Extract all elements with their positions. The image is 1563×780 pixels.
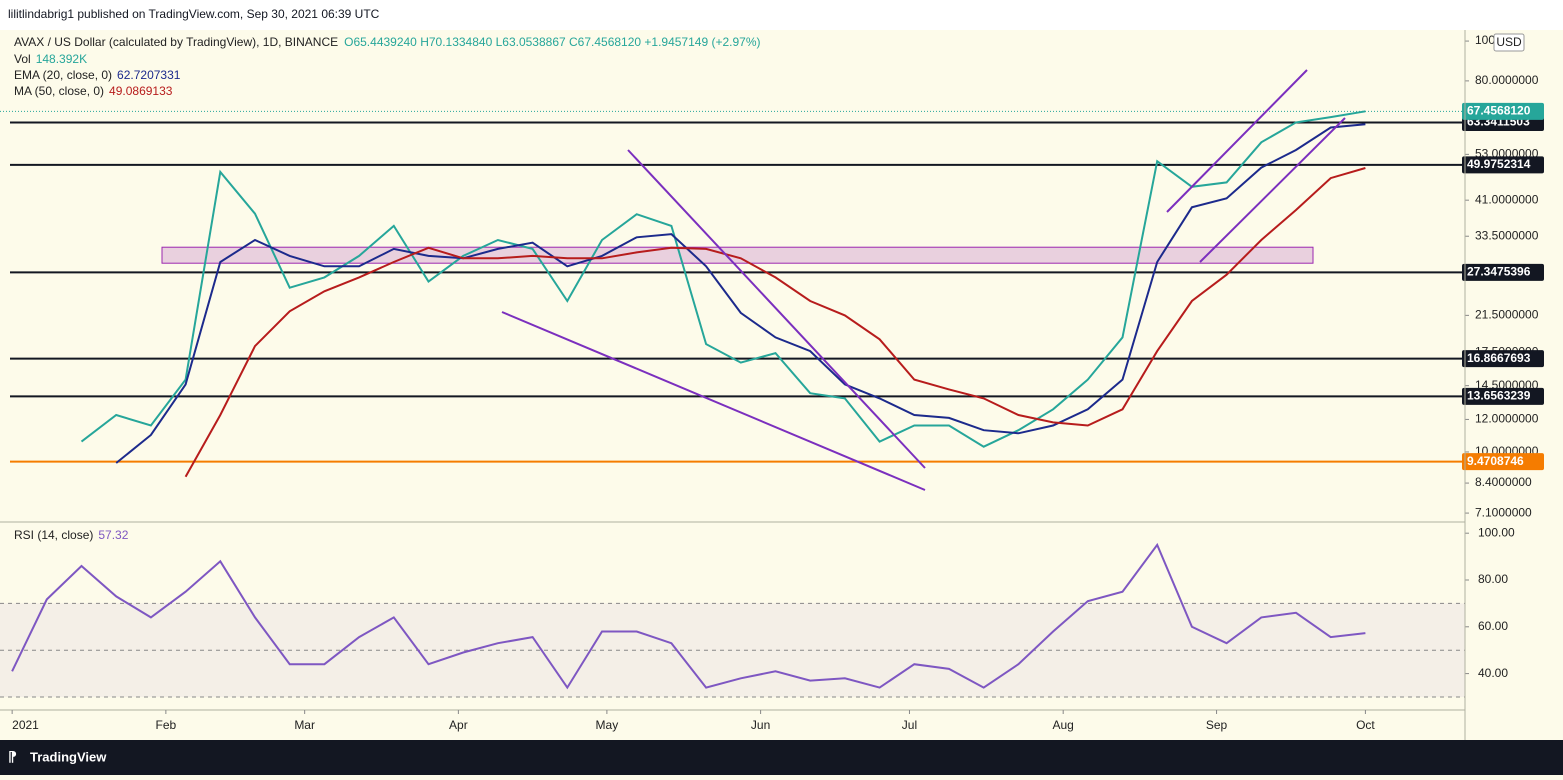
currency[interactable]: USD [1496, 35, 1522, 49]
series-line [11, 542, 1366, 690]
x-tick-label: Oct [1356, 718, 1375, 732]
brand: TradingView [30, 749, 107, 764]
x-tick-label: Sep [1206, 718, 1228, 732]
volume-name: Vol [14, 52, 31, 66]
x-tick-label: Aug [1053, 718, 1074, 732]
price-label-box [1462, 263, 1544, 281]
price-label-box [1462, 156, 1544, 174]
trend-line [1199, 117, 1346, 263]
y-tick-label: 80.0000000 [1475, 73, 1539, 87]
series-line [115, 123, 1366, 464]
last-price-label: 67.4568120 [1467, 103, 1531, 117]
x-tick-label: Apr [449, 718, 468, 732]
price-panel: 10080.000000053.000000041.000000033.5000… [0, 33, 1544, 519]
y-tick-label: 41.0000000 [1475, 192, 1539, 206]
price-label: 13.6563239 [1467, 389, 1531, 403]
footer-bar [0, 740, 1563, 775]
y-tick-label: 100.00 [1478, 525, 1515, 539]
x-tick-label: 2021 [12, 718, 39, 732]
rsi-value: 57.32 [98, 528, 128, 542]
x-tick-label: Jul [902, 718, 917, 732]
publisher: lilitlindabrig1 published on TradingView… [8, 7, 380, 21]
trend-line [501, 311, 926, 491]
series-line [184, 167, 1366, 478]
price-label-box [1462, 387, 1544, 405]
ohlc: O65.4439240 H70.1334840 L63.0538867 C67.… [344, 35, 760, 49]
currency-box[interactable] [1493, 33, 1525, 52]
ema-value: 62.7207331 [117, 68, 181, 82]
zone [161, 246, 1314, 264]
x-tick-label: May [596, 718, 619, 732]
volume-value: 148.392K [36, 52, 87, 66]
price-label: 27.3475396 [1467, 265, 1531, 279]
price-label: 16.8667693 [1467, 351, 1531, 365]
x-tick-label: Feb [156, 718, 177, 732]
y-tick-label: 12.0000000 [1475, 412, 1539, 426]
x-tick-label: Mar [294, 718, 315, 732]
series-line [80, 110, 1366, 448]
rsi-legend: RSI (14, close) 57.32 [14, 528, 129, 542]
trend-line [627, 149, 926, 469]
price-label-box [1462, 453, 1544, 471]
rsi-name: RSI (14, close) [14, 528, 93, 542]
ma-legend: MA (50, close, 0) 49.0869133 [14, 84, 173, 98]
y-tick-label: 80.00 [1478, 572, 1508, 586]
trend-line [1166, 69, 1308, 213]
last-price-box [1462, 102, 1544, 120]
x-tick-label: Jun [751, 718, 770, 732]
y-tick-label: 8.4000000 [1475, 475, 1532, 489]
logo: ⁋ [8, 749, 17, 765]
title: AVAX / US Dollar (calculated by TradingV… [14, 35, 338, 49]
symbol-title: AVAX / US Dollar (calculated by TradingV… [14, 35, 761, 49]
price-label-box [1462, 350, 1544, 368]
ma-value: 49.0869133 [109, 84, 173, 98]
y-tick-label: 7.1000000 [1475, 505, 1532, 519]
rsi-panel: 100.00 80.00 60.00 40.00 [0, 525, 1515, 698]
price-label: 9.4708746 [1467, 454, 1524, 468]
ma-name: MA (50, close, 0) [14, 84, 104, 98]
y-tick-label: 100 [1475, 33, 1495, 47]
y-tick-label: 40.00 [1478, 666, 1508, 680]
ema-name: EMA (20, close, 0) [14, 68, 112, 82]
price-label: 49.9752314 [1467, 157, 1531, 171]
y-tick-label: 33.5000000 [1475, 228, 1539, 242]
header-bar [0, 0, 1563, 30]
volume-legend: Vol 148.392K [14, 52, 87, 66]
y-tick-label: 60.00 [1478, 619, 1508, 633]
ema-legend: EMA (20, close, 0) 62.7207331 [14, 68, 181, 82]
y-tick-label: 21.5000000 [1475, 308, 1539, 322]
